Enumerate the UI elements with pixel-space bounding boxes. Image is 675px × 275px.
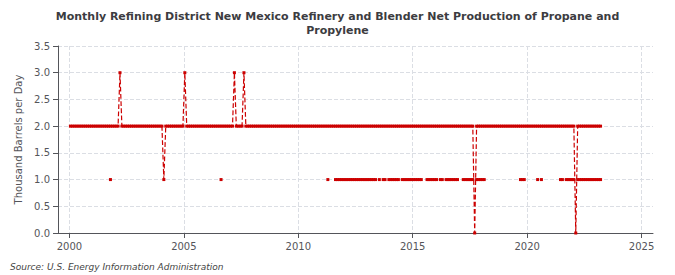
svg-text:1.5: 1.5 — [34, 147, 50, 158]
svg-text:2015: 2015 — [400, 241, 425, 252]
svg-text:2010: 2010 — [286, 241, 311, 252]
svg-text:Source: U.S. Energy Informatio: Source: U.S. Energy Information Administ… — [10, 262, 224, 272]
svg-text:0.5: 0.5 — [34, 201, 50, 212]
svg-text:2005: 2005 — [171, 241, 196, 252]
svg-text:2.0: 2.0 — [34, 121, 50, 132]
svg-text:1.0: 1.0 — [34, 174, 50, 185]
svg-text:3.5: 3.5 — [34, 41, 50, 52]
svg-text:2000: 2000 — [57, 241, 82, 252]
svg-text:2020: 2020 — [514, 241, 539, 252]
svg-text:2.5: 2.5 — [34, 94, 50, 105]
svg-text:Thousand Barrels per Day: Thousand Barrels per Day — [13, 75, 24, 206]
svg-text:Propylene: Propylene — [306, 24, 369, 37]
svg-text:Monthly Refining District New: Monthly Refining District New Mexico Ref… — [56, 10, 620, 23]
svg-text:3.0: 3.0 — [34, 67, 50, 78]
svg-text:0.0: 0.0 — [34, 228, 50, 239]
svg-text:2025: 2025 — [629, 241, 654, 252]
